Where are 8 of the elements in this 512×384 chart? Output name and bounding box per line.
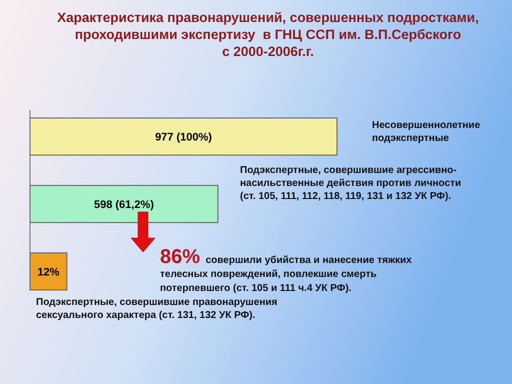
text: Подэкспертные, совершившие правонарушения сексуального характера (ст. 131, 132 УК РФ). [36,297,278,321]
data-label: 12% [37,266,60,278]
data-label: 977 (100%) [155,132,212,144]
annotation: Подэкспертные, совершившие агрессивно- насильственные действия против личности (ст. 105, 111, 112, 118, 119, 131 и 132 УК РФ). [240,165,462,202]
annotation: 86% совершили убийства и нанесение тяжких телесных повреждений, повлекшие смерть потерпевшего (ст. 105 и 111 ч.4 УК РФ). [160,246,412,294]
chart-title: Характеристика правонарушений, совершенных подростками, проходившими экспертизу в ГНЦ ССП им. В.П.Сербского с 2000-2006г.г. [57,10,479,59]
data-label: 598 (61,2%) [94,199,154,211]
text: Несовершеннолетние подэкспертные [372,120,481,144]
